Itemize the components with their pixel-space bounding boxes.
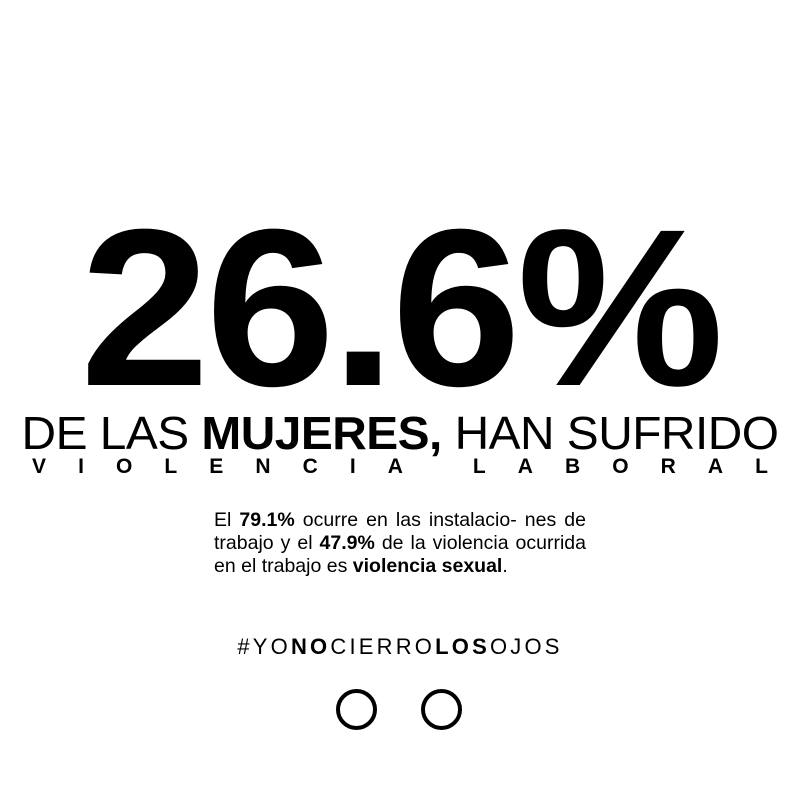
tagline-letter: R [661, 456, 676, 477]
tagline-letter: I [78, 456, 84, 477]
tagline-space [435, 456, 441, 477]
eye-circle-icon [336, 689, 377, 730]
tagline-letter: E [209, 456, 223, 477]
tagline-letter: O [612, 456, 628, 477]
tagline-letter: A [388, 456, 403, 477]
eye-circle-icon [421, 689, 462, 730]
tagline-letter: L [164, 456, 177, 477]
tagline-letter: O [116, 456, 132, 477]
headline-subtitle: DE LAS MUJERES, HAN SUFRIDO [0, 410, 800, 456]
subtitle-suffix: HAN SUFRIDO [442, 407, 779, 459]
paragraph-stat-2: 47.9% [320, 532, 375, 554]
open-eyes-logo [0, 689, 800, 731]
subtitle-prefix: DE LAS [22, 407, 202, 459]
tagline-letter: B [565, 456, 580, 477]
tagline-letter: C [303, 456, 318, 477]
tagline-letter: I [350, 456, 356, 477]
hashtag-part: OJOS [490, 634, 563, 659]
paragraph-text: . [502, 555, 507, 577]
paragraph-text: El [214, 509, 239, 531]
subtitle-bold-word: MUJERES, [201, 407, 441, 459]
paragraph-stat-1: 79.1% [239, 509, 294, 531]
hashtag-bold-part: LOS [435, 634, 490, 659]
tagline-letter: L [473, 456, 486, 477]
hashtag-part: #YO [237, 634, 291, 659]
paragraph-emphasis: violencia sexual [353, 555, 503, 577]
campaign-hashtag: #YONOCIERROLOSOJOS [0, 636, 800, 658]
tagline-letter: V [32, 456, 46, 477]
tagline-letter: N [255, 456, 270, 477]
tagline-letter: A [708, 456, 723, 477]
tagline-letter: A [518, 456, 533, 477]
headline-percentage: 26.6% [0, 196, 800, 420]
statistics-paragraph: El 79.1% ocurre en las instalacio- nes d… [214, 509, 586, 578]
tagline-letter: L [755, 456, 768, 477]
hashtag-part: CIERRO [330, 634, 435, 659]
hashtag-bold-part: NO [291, 634, 330, 659]
